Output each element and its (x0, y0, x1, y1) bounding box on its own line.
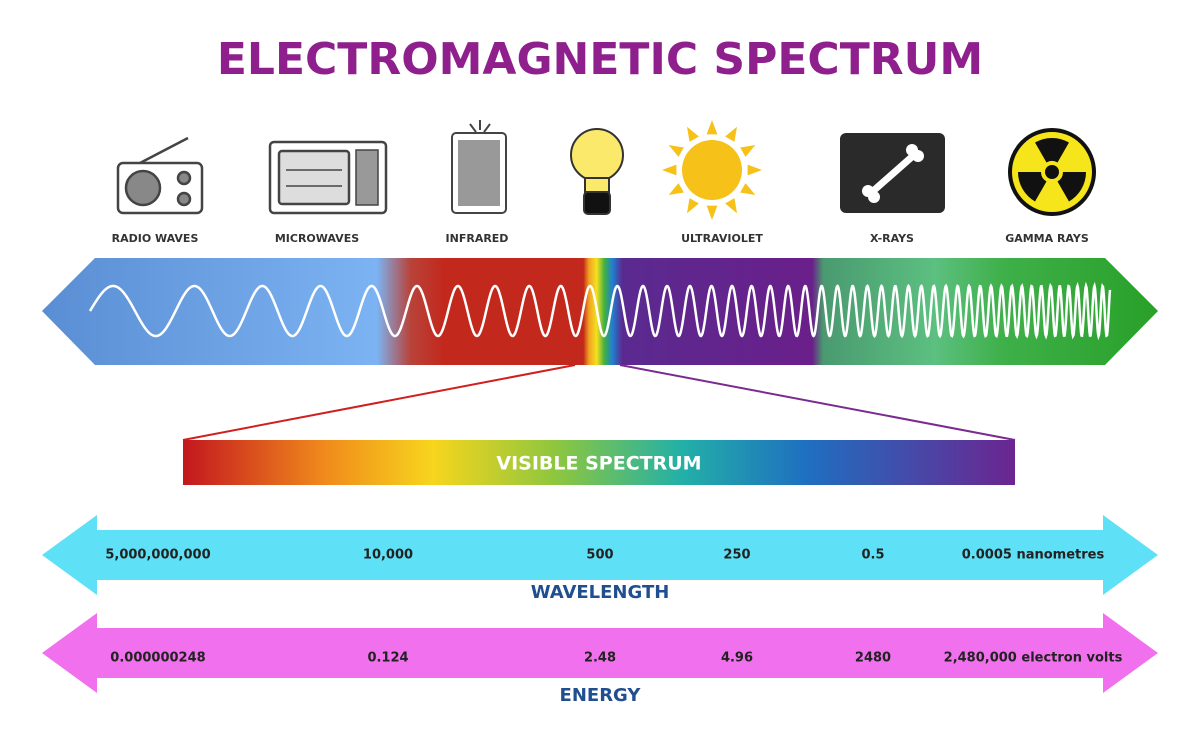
microwave-icon (268, 140, 388, 215)
band-label: GAMMA RAYS (1005, 232, 1089, 245)
sun-ray (687, 126, 699, 142)
sun-ray (668, 145, 684, 157)
wavelength-title: WAVELENGTH (531, 582, 670, 603)
band-label: MICROWAVES (275, 232, 359, 245)
zoom-line (619, 364, 1016, 441)
wave (88, 281, 1112, 341)
sun-ray (725, 198, 737, 214)
radio-icon (116, 136, 204, 215)
zoom-line (182, 364, 576, 441)
visible-spectrum-bar (183, 440, 1015, 485)
energy-value: 0.000000248 (110, 651, 205, 666)
radiation-blade (1057, 172, 1086, 202)
wavelength-value: 5,000,000,000 (105, 548, 210, 563)
sun-ray (747, 164, 762, 176)
wavelength-value: 10,000 (363, 548, 413, 563)
sun-ray (706, 120, 718, 135)
title: ELECTROMAGNETIC SPECTRUM (217, 34, 983, 85)
energy-arrow (42, 613, 1158, 693)
wavelength-value: 250 (723, 548, 750, 563)
sun-ray (740, 145, 756, 157)
band-label: ULTRAVIOLET (681, 232, 763, 245)
wavelength-value: 500 (586, 548, 613, 563)
radiation-blade (1035, 138, 1069, 163)
visible-spectrum-label: VISIBLE SPECTRUM (496, 453, 701, 475)
radiation-icon (1008, 128, 1096, 216)
sun-ray (662, 164, 677, 176)
x-ray-icon (840, 133, 945, 213)
sun-ray (725, 126, 737, 142)
wavelength-arrow (42, 515, 1158, 595)
sun-icon (662, 120, 762, 220)
sun-ray (687, 198, 699, 214)
energy-value: 0.124 (367, 651, 408, 666)
sun-ray (740, 183, 756, 195)
spectrum-band (42, 258, 1158, 365)
band-label: X-RAYS (870, 232, 914, 245)
radiation-blade (1018, 172, 1047, 202)
energy-value: 2480 (855, 651, 891, 666)
light-bulb-icon (570, 128, 624, 215)
energy-value: 2,480,000 electron volts (944, 651, 1123, 666)
sun-ray (668, 183, 684, 195)
band-label: INFRARED (446, 232, 509, 245)
energy-value: 2.48 (584, 651, 616, 666)
remote-icon (451, 120, 507, 214)
wavelength-value: 0.0005 nanometres (962, 548, 1105, 563)
wavelength-value: 0.5 (861, 548, 884, 563)
energy-title: ENERGY (560, 685, 642, 706)
sun-ray (706, 205, 718, 220)
energy-value: 4.96 (721, 651, 753, 666)
band-label: RADIO WAVES (112, 232, 199, 245)
